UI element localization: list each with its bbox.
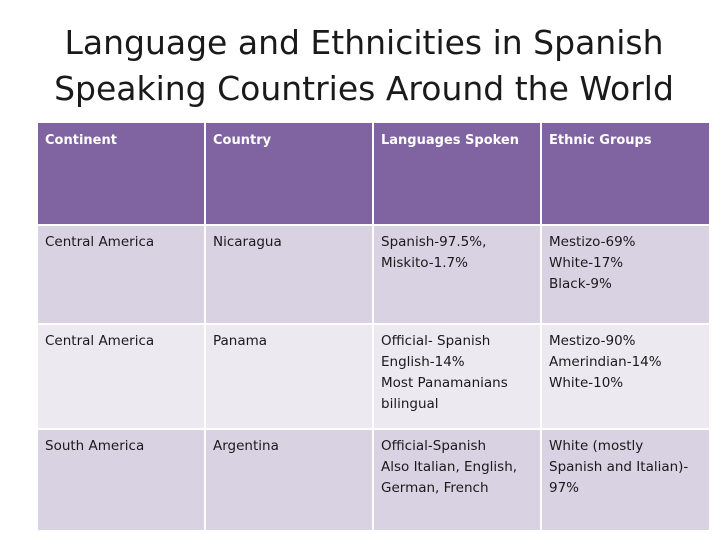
cell-country: Nicaragua <box>204 224 374 325</box>
cell-continent: Central America <box>36 224 206 325</box>
cell-line: Black-9% <box>549 276 612 292</box>
cell-country: Panama <box>204 323 374 430</box>
cell-ethnic-groups: White (mostly Spanish and Italian)- 97% <box>540 428 711 532</box>
data-table: Continent Country Languages Spoken Ethni… <box>36 121 711 532</box>
cell-line: White (mostly <box>549 438 644 454</box>
header-continent: Continent <box>36 121 206 226</box>
cell-line: Mestizo-90% <box>549 333 636 349</box>
header-ethnic-groups: Ethnic Groups <box>540 121 711 226</box>
cell-ethnic-groups: Mestizo-69% White-17% Black-9% <box>540 224 711 325</box>
cell-line: Official-Spanish <box>381 438 487 454</box>
table-row: Central America Nicaragua Spanish-97.5%,… <box>36 224 711 325</box>
cell-line: Amerindian-14% <box>549 354 662 370</box>
cell-languages: Spanish-97.5%, Miskito-1.7% <box>372 224 542 325</box>
cell-line: White-10% <box>549 375 624 391</box>
cell-line: 97% <box>549 480 580 496</box>
table-row: Central America Panama Official- Spanish… <box>36 323 711 430</box>
cell-languages: Official-Spanish Also Italian, English, … <box>372 428 542 532</box>
table-header-row: Continent Country Languages Spoken Ethni… <box>36 121 711 226</box>
cell-line: Mestizo-69% <box>549 234 636 250</box>
cell-line: German, French <box>381 480 489 496</box>
cell-continent: Central America <box>36 323 206 430</box>
cell-line: Most Panamanians <box>381 375 508 391</box>
cell-continent: South America <box>36 428 206 532</box>
cell-line: White-17% <box>549 255 624 271</box>
cell-languages: Official- Spanish English-14% Most Panam… <box>372 323 542 430</box>
cell-line: Spanish and Italian)- <box>549 459 689 475</box>
cell-ethnic-groups: Mestizo-90% Amerindian-14% White-10% <box>540 323 711 430</box>
slide-title-line-1: Language and Ethnicities in Spanish <box>64 23 664 62</box>
cell-line: Spanish-97.5%, <box>381 234 487 250</box>
slide-title: Language and Ethnicities in Spanish Spea… <box>30 20 698 112</box>
table-row: South America Argentina Official-Spanish… <box>36 428 711 532</box>
cell-country: Argentina <box>204 428 374 532</box>
cell-line: English-14% <box>381 354 465 370</box>
cell-line: Official- Spanish <box>381 333 491 349</box>
header-languages-spoken: Languages Spoken <box>372 121 542 226</box>
cell-line: bilingual <box>381 396 439 412</box>
slide-title-line-2: Speaking Countries Around the World <box>54 69 674 108</box>
cell-line: Also Italian, English, <box>381 459 518 475</box>
cell-line: Miskito-1.7% <box>381 255 468 271</box>
header-country: Country <box>204 121 374 226</box>
